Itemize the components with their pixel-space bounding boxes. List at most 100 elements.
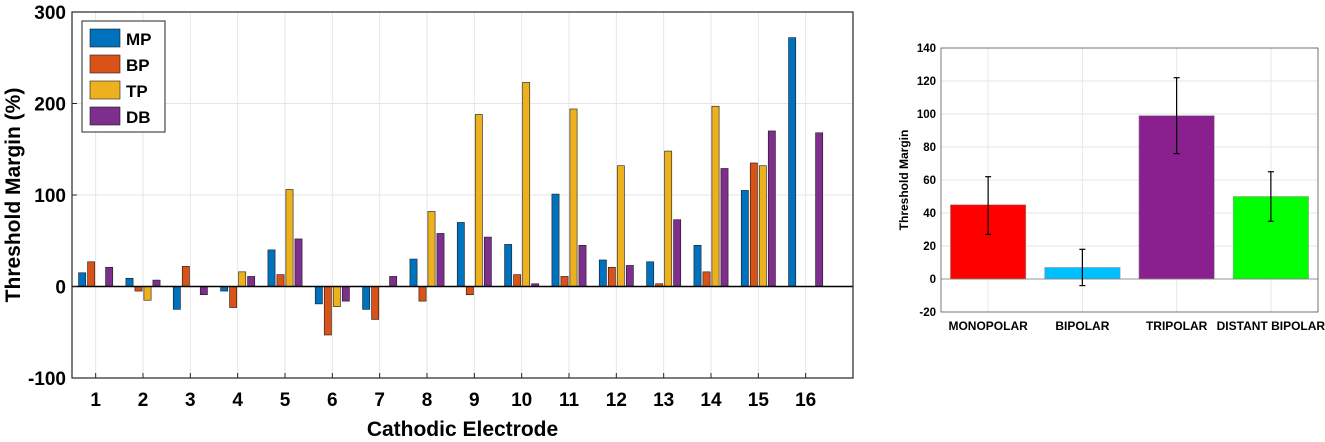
bar-bp [560, 276, 569, 287]
y-tick-label: 200 [34, 95, 66, 116]
x-tick-label: 12 [606, 390, 627, 411]
bar-mp [788, 37, 797, 287]
error-bar [1267, 171, 1274, 222]
y-tick-label: 20 [923, 241, 936, 253]
bar-bp [607, 266, 616, 287]
x-tick-label: 16 [795, 390, 816, 411]
y-tick-label: 120 [917, 76, 936, 88]
x-tick-label: MONOPOLAR [948, 319, 1028, 333]
bar-mp [740, 190, 749, 287]
y-tick-label: 0 [930, 274, 936, 286]
legend-label-tp: TP [126, 82, 148, 101]
legend-swatch-tp [89, 80, 121, 100]
x-tick-label: 6 [327, 390, 338, 411]
bar-db [152, 279, 161, 287]
bar-bp [749, 162, 758, 287]
x-tick-label: TRIPOLAR [1146, 319, 1208, 333]
bar-bp [276, 274, 285, 287]
bar-db [767, 130, 776, 287]
x-tick-label: DISTANT BIPOLAR [1217, 319, 1325, 333]
bar-tp [664, 150, 673, 287]
x-tick-label: 14 [700, 390, 722, 411]
bar-mp [693, 245, 702, 287]
bar-bp [418, 286, 427, 302]
bar-mp [314, 286, 323, 305]
bar-db [436, 233, 445, 287]
bar-db [389, 276, 398, 287]
y-tick-label: -20 [919, 307, 936, 319]
legend-label-bp: BP [126, 56, 150, 75]
bar-mp [362, 286, 371, 310]
y-tick-label: 300 [34, 3, 66, 24]
legend-swatch-bp [89, 54, 121, 74]
legend-label-db: DB [126, 108, 151, 127]
bar-tp [758, 165, 767, 287]
bar-bp [513, 274, 522, 287]
y-tick-label: 60 [923, 175, 936, 187]
x-tick-label: 2 [138, 390, 149, 411]
x-tick-label: 3 [185, 390, 196, 411]
bar-db [720, 168, 729, 287]
bar-tp [427, 211, 436, 287]
bar-bp [87, 261, 96, 287]
bar-db [341, 286, 350, 302]
bar-mp [646, 261, 655, 287]
bar-tp [522, 82, 531, 287]
bar-tp [474, 114, 483, 287]
bar-tp [711, 105, 720, 287]
y-tick-label: 80 [923, 142, 936, 154]
bar-mp [409, 258, 418, 287]
x-axis-label: Cathodic Electrode [367, 418, 558, 441]
legend: MP BP TP DB [81, 20, 166, 133]
x-tick-label: 11 [559, 390, 580, 411]
bar-bp [702, 271, 711, 287]
bar-mp [172, 286, 181, 310]
bar-tp [285, 189, 294, 287]
bar-bp [181, 266, 190, 287]
bar-mp [551, 193, 560, 287]
x-tick-label: 9 [469, 390, 480, 411]
x-tick-label: 5 [280, 390, 291, 411]
bar-tp [616, 165, 625, 287]
bar-tp [332, 286, 341, 307]
bar-db [673, 219, 682, 287]
bar-db [247, 276, 256, 287]
bar-bp [371, 286, 380, 320]
error-bar [1079, 248, 1086, 287]
bar-bp [229, 286, 238, 308]
bar-db [483, 236, 492, 287]
bar-db [199, 286, 208, 296]
y-axis-label: Threshold Margin (%) [2, 88, 25, 303]
error-bar [1173, 77, 1180, 155]
right-bar-chart: -20 0 20 40 60 80 100 120 140 MONOPOLAR BIPOLAR TRI… [897, 43, 1325, 333]
legend-swatch-db [89, 106, 121, 126]
y-tick-label: 40 [923, 208, 936, 220]
bar-db [625, 265, 634, 287]
x-tick-label: 8 [422, 390, 433, 411]
y-tick-label: -100 [28, 369, 66, 390]
x-tick-label: 4 [232, 390, 243, 411]
bar-mp [78, 272, 87, 287]
bar-mp [504, 244, 513, 287]
bar-db [815, 132, 824, 287]
x-tick-label: BIPOLAR [1055, 319, 1109, 333]
y-tick-label: 100 [34, 186, 66, 207]
plot-frame [940, 47, 1319, 313]
bar-tp [238, 271, 247, 287]
x-tick-label: 1 [90, 390, 101, 411]
y-tick-label: 140 [917, 43, 936, 55]
x-tick-label: 15 [748, 390, 770, 411]
bar-bp [465, 286, 474, 296]
y-tick-label: 0 [55, 278, 66, 299]
x-tick-label: 13 [653, 390, 674, 411]
bar-mp [456, 222, 465, 287]
bar-tp [143, 286, 152, 301]
bar-mp [598, 259, 607, 287]
bar-db [105, 266, 114, 287]
bar-db [294, 238, 303, 287]
legend-label-mp: MP [126, 30, 152, 49]
error-bar [985, 176, 992, 236]
bar-tp [569, 108, 578, 287]
